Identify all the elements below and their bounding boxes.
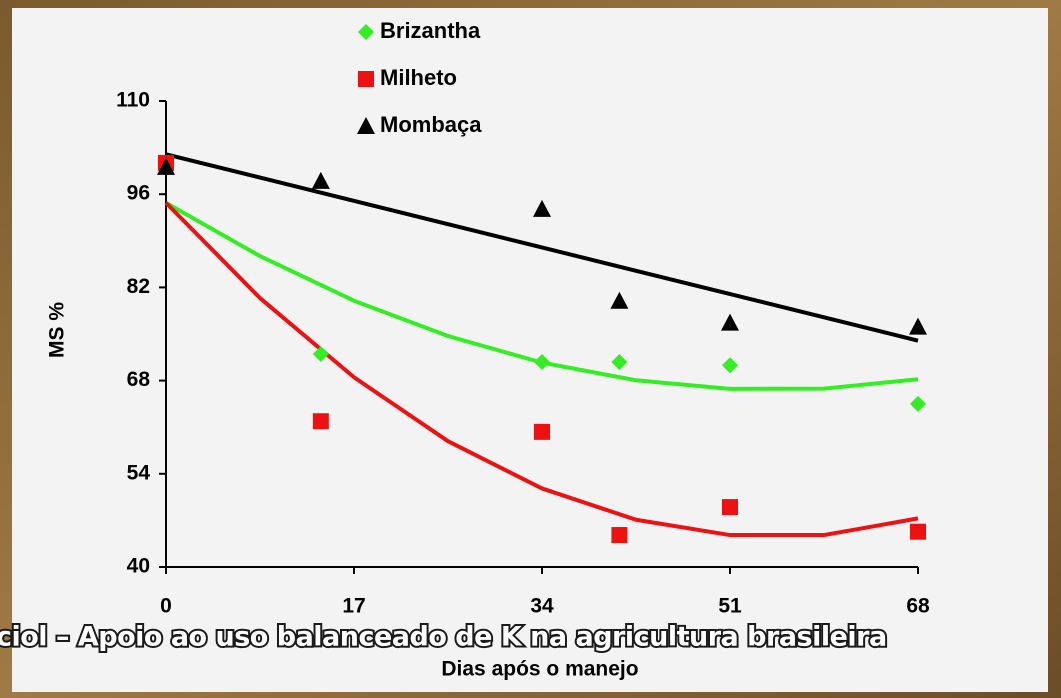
x-tick-label: 17 xyxy=(342,595,365,618)
marker xyxy=(157,157,175,175)
x-tick-label: 68 xyxy=(906,595,930,618)
y-tick-label: 40 xyxy=(127,555,150,578)
marker xyxy=(611,527,628,544)
marker xyxy=(533,199,551,217)
marker xyxy=(909,317,927,335)
y-tick-label: 110 xyxy=(116,89,150,112)
x-tick-label: 51 xyxy=(718,595,742,618)
marker xyxy=(312,345,329,362)
marker xyxy=(312,413,329,430)
y-tick-label: 54 xyxy=(127,461,151,484)
marker xyxy=(721,313,739,331)
marker xyxy=(611,353,628,370)
legend-marker xyxy=(358,71,374,87)
y-tick-label: 68 xyxy=(127,368,151,391)
legend-label: Brizantha xyxy=(380,18,481,43)
marker xyxy=(722,357,738,374)
y-tick-label: 96 xyxy=(127,182,150,205)
x-tick-label: 0 xyxy=(160,595,172,618)
y-axis-title: MS % xyxy=(46,302,69,358)
legend-marker xyxy=(357,117,375,134)
marker xyxy=(311,171,330,189)
marker xyxy=(534,353,550,370)
marker xyxy=(610,291,629,309)
legend-marker xyxy=(358,24,374,40)
marker xyxy=(910,523,926,540)
legend-label: Milheto xyxy=(380,65,457,90)
trend-line xyxy=(164,201,919,538)
x-axis-title: Dias após o manejo xyxy=(441,658,638,681)
marker xyxy=(722,499,738,516)
trend-line xyxy=(165,152,919,343)
footer-text: ciol – Apoio ao uso balanceado de K na a… xyxy=(0,622,887,653)
legend-label: Mombaça xyxy=(380,112,482,137)
marker xyxy=(910,395,926,412)
x-tick-label: 34 xyxy=(530,595,554,618)
marker xyxy=(534,423,550,440)
y-tick-label: 82 xyxy=(127,275,150,298)
chart-panel xyxy=(12,8,1048,692)
